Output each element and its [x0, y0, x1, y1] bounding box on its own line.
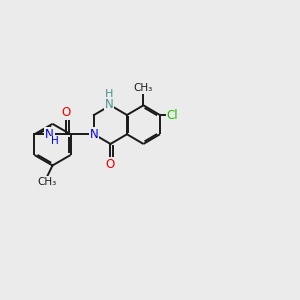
Text: H: H	[105, 93, 113, 103]
Text: N: N	[105, 98, 113, 111]
Text: O: O	[61, 106, 70, 119]
Text: CH₃: CH₃	[38, 177, 57, 187]
Text: Cl: Cl	[167, 109, 178, 122]
Text: N: N	[45, 128, 54, 141]
Text: N: N	[90, 128, 98, 141]
Text: CH₃: CH₃	[134, 83, 153, 93]
Text: O: O	[106, 158, 115, 171]
Text: H: H	[105, 89, 113, 99]
Text: H: H	[105, 93, 113, 103]
Text: H: H	[51, 136, 59, 146]
